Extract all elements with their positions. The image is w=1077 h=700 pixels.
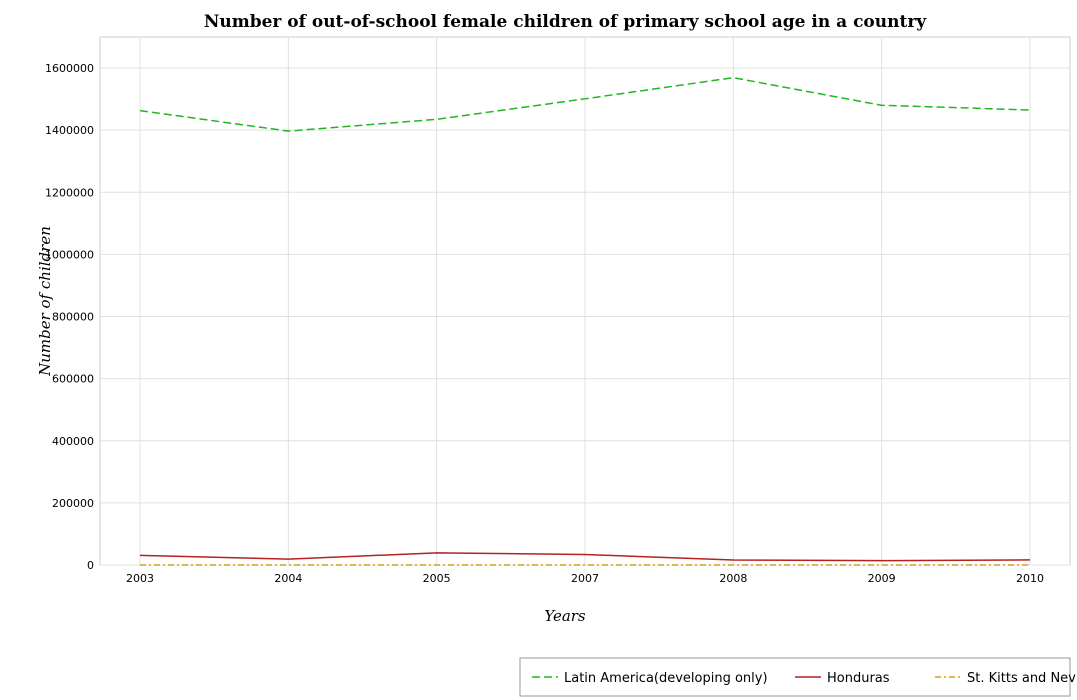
y-tick-label: 0 xyxy=(87,559,94,572)
series-line-0 xyxy=(139,76,1031,132)
grid-lines xyxy=(100,37,1070,566)
series-lines xyxy=(139,76,1031,566)
legend: Latin America(developing only) Honduras St… xyxy=(519,657,1077,697)
x-tick-label: 2009 xyxy=(868,572,896,585)
y-tick-label: 1400000 xyxy=(45,124,94,137)
y-tick-label: 200000 xyxy=(52,497,94,510)
y-tick-label: 1200000 xyxy=(45,186,94,199)
x-tick-labels: 2003 2004 2005 2007 2008 2009 2010 xyxy=(126,572,1044,585)
x-axis-label: Years xyxy=(544,607,586,625)
legend-label: St. Kitts and Nevis xyxy=(967,671,1077,686)
x-tick-label: 2005 xyxy=(423,572,451,585)
legend-items: Latin America(developing only) Honduras St… xyxy=(532,671,1077,686)
x-tick-label: 2007 xyxy=(571,572,599,585)
y-tick-label: 1000000 xyxy=(45,248,94,261)
y-tick-labels: 0 200000 400000 600000 800000 1000000 1200000 1… xyxy=(45,62,94,572)
y-tick-label: 400000 xyxy=(52,435,94,448)
legend-label: Honduras xyxy=(827,671,890,686)
x-tick-label: 2004 xyxy=(274,572,302,585)
chart-title: Number of out-of-school female children … xyxy=(204,12,927,32)
legend-label: Latin America(developing only) xyxy=(564,671,768,686)
y-axis-label: Number of children xyxy=(36,226,54,377)
y-tick-label: 600000 xyxy=(52,373,94,386)
x-tick-label: 2003 xyxy=(126,572,154,585)
series-line-1 xyxy=(139,552,1031,562)
y-tick-label: 800000 xyxy=(52,311,94,324)
x-tick-label: 2010 xyxy=(1016,572,1044,585)
x-tick-label: 2008 xyxy=(719,572,747,585)
y-tick-label: 1600000 xyxy=(45,62,94,75)
